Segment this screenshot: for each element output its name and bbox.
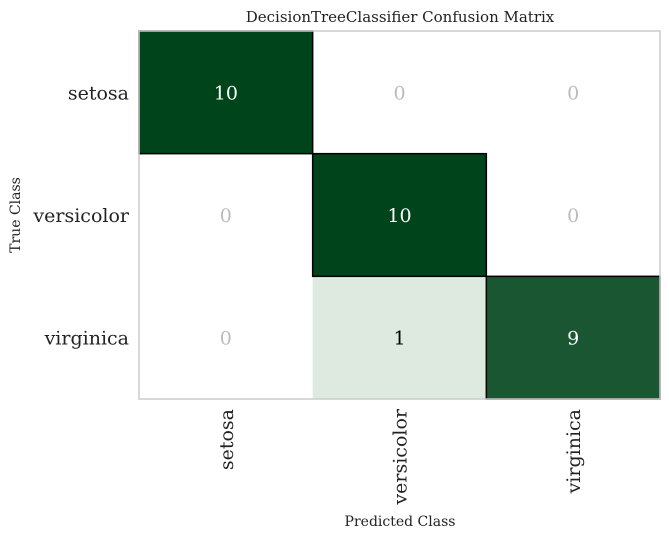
plot-frame — [138, 30, 661, 400]
cell-value-0-1: 0 — [393, 82, 405, 104]
x-tick-labels: setosa versicolor virginica — [216, 408, 585, 505]
matrix-cell-labels: 10 0 0 0 10 0 0 1 9 — [214, 82, 579, 349]
y-tick-label-versicolor: versicolor — [32, 205, 129, 227]
y-tick-label-setosa: setosa — [68, 82, 129, 104]
matrix-cell-1-1 — [312, 153, 487, 277]
matrix-cell-2-2 — [486, 276, 660, 399]
y-tick-labels: setosa versicolor virginica — [32, 82, 129, 349]
cell-value-1-2: 0 — [567, 205, 579, 227]
matrix-cell-1-0 — [139, 153, 313, 277]
cell-value-1-1: 10 — [387, 205, 411, 227]
cell-value-2-0: 0 — [220, 328, 232, 350]
diagonal-border-1 — [311, 152, 488, 278]
x-tick-label-versicolor: versicolor — [390, 408, 412, 505]
cell-value-2-1: 1 — [393, 328, 405, 350]
x-tick-label-setosa: setosa — [216, 409, 238, 470]
cell-value-0-0: 10 — [214, 82, 238, 104]
x-axis-label: Predicted Class — [345, 514, 456, 530]
matrix-cell-2-0 — [139, 276, 313, 399]
matrix-cell-2-1 — [312, 276, 487, 399]
x-tick-label-virginica: virginica — [563, 409, 585, 494]
matrix-cell-0-0 — [139, 31, 313, 154]
cell-value-1-0: 0 — [220, 205, 232, 227]
matrix-cell-0-2 — [486, 31, 660, 154]
y-tick-label-virginica: virginica — [44, 328, 129, 350]
chart-title: DecisionTreeClassifier Confusion Matrix — [246, 8, 555, 26]
y-axis-label: True Class — [8, 177, 24, 253]
matrix-cell-0-1 — [312, 31, 487, 154]
cell-value-0-2: 0 — [567, 82, 579, 104]
matrix-cell-1-2 — [486, 153, 660, 277]
cell-value-2-2: 9 — [567, 328, 579, 350]
matrix-cells — [139, 31, 660, 399]
